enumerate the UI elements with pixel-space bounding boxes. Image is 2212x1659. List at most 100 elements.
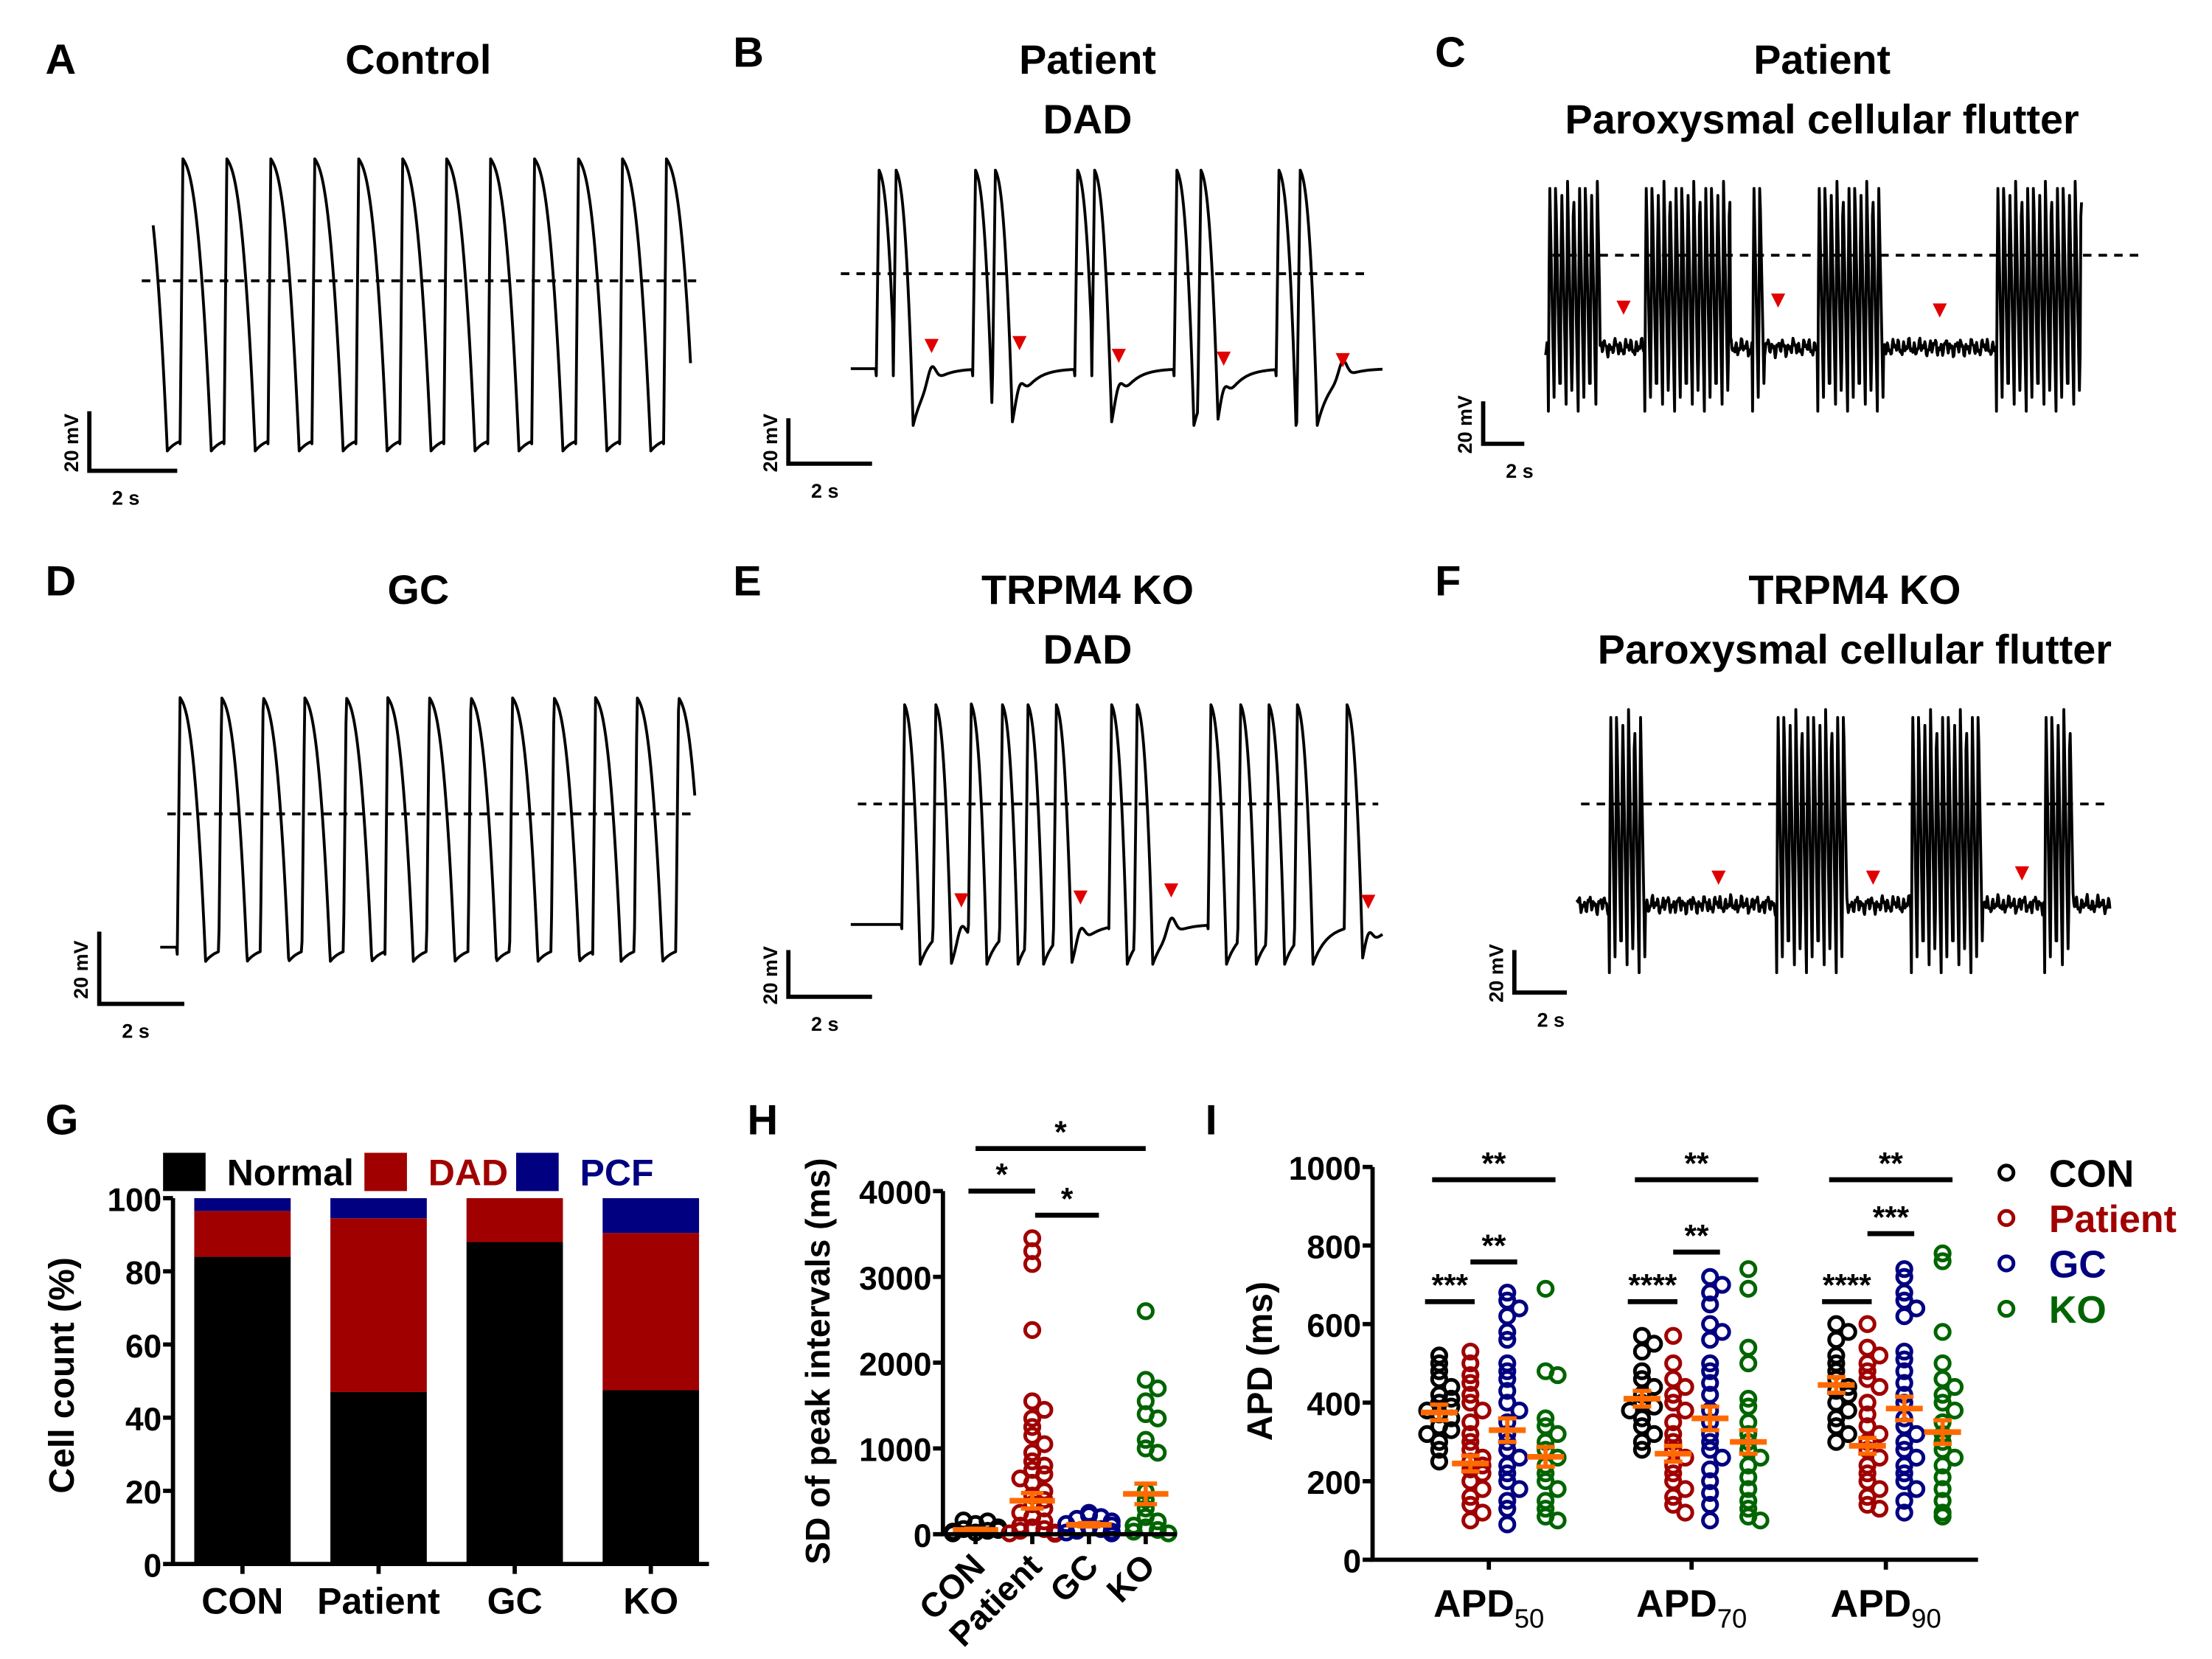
legend-marker-GC <box>1997 1254 2016 1273</box>
legend-marker-KO <box>1997 1299 2016 1318</box>
data-point-CON <box>1827 1433 1846 1451</box>
data-point-GC <box>1510 1299 1528 1318</box>
x-tick-label-main: APD <box>1831 1582 1912 1625</box>
y-axis-label: APD (ms) <box>1240 1281 1280 1441</box>
data-point-Patient <box>1461 1374 1480 1392</box>
data-point-Patient <box>1023 1321 1042 1339</box>
data-point-GC <box>1895 1350 1913 1368</box>
legend-marker-Patient <box>1997 1208 2016 1228</box>
data-point-GC <box>1498 1284 1517 1302</box>
data-point-KO <box>1537 1500 1555 1518</box>
data-point-GC <box>1498 1307 1517 1326</box>
data-point-GC <box>1895 1464 1913 1483</box>
data-point-GC <box>1701 1354 1719 1373</box>
data-point-CON <box>1442 1377 1461 1397</box>
y-tick-label: 600 <box>1307 1308 1361 1344</box>
data-point-KO <box>1149 1379 1167 1398</box>
bar-CON-PCF <box>194 1198 291 1211</box>
data-point-KO <box>1933 1323 1952 1341</box>
significance-label: * <box>995 1158 1008 1192</box>
panel-E-title: DAD <box>1043 627 1133 672</box>
data-point-GC <box>1498 1515 1517 1534</box>
data-point-Patient <box>1870 1448 1889 1467</box>
dad-arrow-icon <box>1217 351 1231 366</box>
data-point-CON <box>1839 1425 1857 1444</box>
data-point-GC <box>1498 1394 1517 1412</box>
data-point-KO <box>1933 1252 1952 1270</box>
panel-label-H: H <box>747 1096 778 1144</box>
data-point-GC <box>1895 1374 1913 1392</box>
data-point-KO <box>1537 1472 1555 1490</box>
data-point-Patient <box>1023 1255 1042 1273</box>
data-point-Patient <box>1676 1401 1694 1420</box>
data-point-KO <box>1124 1523 1143 1541</box>
data-point-GC <box>1498 1382 1517 1400</box>
data-point-Patient <box>1023 1418 1042 1436</box>
scale-bar <box>1512 950 1567 995</box>
data-point-KO <box>1739 1338 1758 1357</box>
data-point-Patient <box>1858 1405 1877 1424</box>
data-point-GC <box>1498 1472 1517 1490</box>
panel-label-C: C <box>1435 29 1466 76</box>
panel-D-title: GC <box>387 567 449 613</box>
data-point-Patient <box>1664 1488 1683 1506</box>
data-point-KO <box>1136 1302 1155 1321</box>
panel-label-I: I <box>1206 1096 1217 1144</box>
data-point-GC <box>1701 1433 1719 1451</box>
y-tick-label: 2000 <box>859 1346 931 1382</box>
data-point-CON <box>1430 1433 1449 1451</box>
panel-label-D: D <box>46 558 77 605</box>
data-point-KO <box>1751 1448 1770 1467</box>
bar-Patient-Normal <box>330 1391 427 1565</box>
x-tick-label-main: APD <box>1636 1582 1717 1625</box>
data-point-GC <box>1895 1307 1913 1326</box>
panel-F-title: TRPM4 KO <box>1748 567 1961 613</box>
action-potential-trace <box>159 696 697 963</box>
data-point-CON <box>1645 1377 1663 1397</box>
x-tick-label: GC <box>1043 1546 1106 1610</box>
x-tick-label: APD90 <box>1831 1582 1941 1633</box>
data-point-KO <box>1945 1401 1964 1420</box>
panel-B-title: Patient <box>1019 37 1156 83</box>
x-tick-label: CON <box>201 1580 283 1621</box>
scale-bar <box>1481 401 1525 446</box>
y-axis-label: Cell count (%) <box>42 1257 82 1493</box>
data-point-KO <box>1548 1512 1567 1530</box>
x-tick-label: KO <box>623 1580 678 1621</box>
data-point-CON <box>1632 1362 1652 1380</box>
data-point-CON <box>1645 1425 1663 1444</box>
data-point-KO <box>1739 1456 1758 1475</box>
data-point-KO <box>1739 1279 1758 1298</box>
significance-label: ** <box>1685 1146 1709 1180</box>
data-point-Patient <box>1870 1500 1889 1518</box>
bar-KO-PCF <box>602 1198 700 1234</box>
y-tick-label: 4000 <box>859 1175 931 1211</box>
data-point-KO <box>1548 1425 1567 1444</box>
data-point-Patient <box>1858 1394 1877 1412</box>
data-point-GC <box>1498 1323 1517 1341</box>
panel-label-E: E <box>733 558 761 605</box>
data-point-Patient <box>1870 1346 1889 1365</box>
data-point-Patient <box>1461 1394 1480 1412</box>
data-point-GC <box>1907 1425 1926 1444</box>
x-tick-label-subscript: 90 <box>1911 1604 1941 1634</box>
significance-label: **** <box>1823 1268 1871 1303</box>
data-point-CON <box>1645 1335 1663 1353</box>
data-point-Patient <box>1035 1400 1054 1419</box>
significance-label: ** <box>1482 1228 1506 1263</box>
significance-label: *** <box>1432 1268 1469 1303</box>
data-point-GC <box>1895 1492 1913 1510</box>
dad-arrow-icon <box>1164 883 1179 898</box>
legend-swatch-Normal <box>163 1152 206 1192</box>
data-point-Patient <box>1676 1448 1694 1467</box>
data-point-KO <box>1945 1377 1964 1397</box>
significance-label: ** <box>1482 1146 1506 1180</box>
dad-arrow-icon <box>1073 890 1088 905</box>
action-potential-trace <box>849 168 1383 427</box>
data-point-GC <box>1701 1330 1719 1349</box>
data-point-Patient <box>1664 1413 1683 1432</box>
data-point-GC <box>1701 1441 1719 1459</box>
x-tick-label-subscript: 70 <box>1717 1604 1747 1634</box>
data-point-CON <box>1430 1441 1449 1459</box>
y-tick-label: 20 <box>125 1475 161 1511</box>
